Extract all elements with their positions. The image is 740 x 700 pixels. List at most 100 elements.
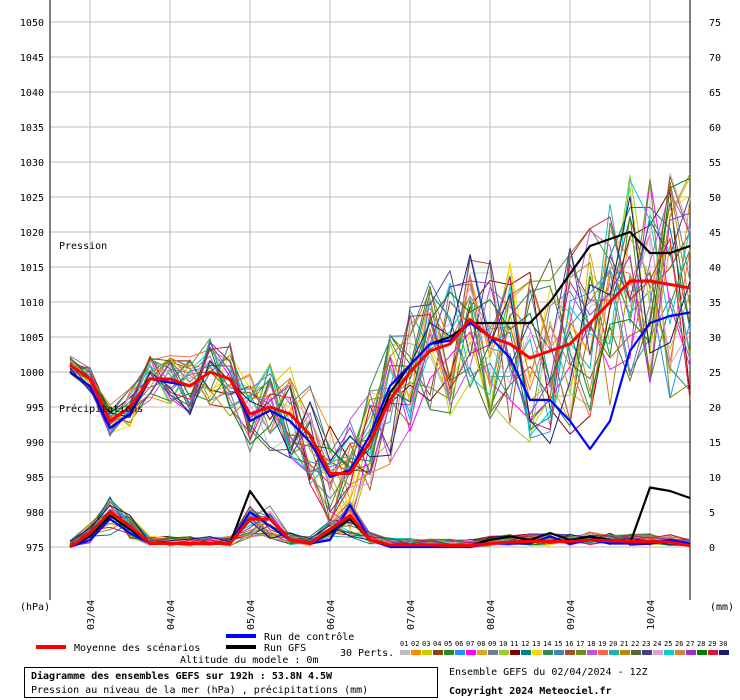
pert-legend-swatch-19 <box>598 650 608 655</box>
pert-pressure-line-21 <box>69 183 691 472</box>
left-tick-label: 1020 <box>20 228 44 239</box>
mean-pressure-line <box>69 279 691 475</box>
left-tick-label: 975 <box>26 543 44 554</box>
pert-legend-swatch-07 <box>466 650 476 655</box>
pert-legend-label-10: 10 <box>499 640 507 648</box>
right-tick-label: 45 <box>709 228 721 239</box>
right-tick-label: 60 <box>709 123 721 134</box>
x-tick-label: 04/04 <box>166 600 177 630</box>
right-tick-label: 75 <box>709 18 721 29</box>
left-tick-label: 995 <box>26 403 44 414</box>
left-unit-label: (hPa) <box>20 602 50 613</box>
left-tick-label: 1050 <box>20 18 44 29</box>
pert-pressure-line-27 <box>69 212 691 474</box>
pert-pressure-line-23 <box>69 194 691 514</box>
chart-subtitle: Pression au niveau de la mer (hPa) , pré… <box>31 685 369 696</box>
pert-legend-label-21: 21 <box>620 640 628 648</box>
pert-legend-swatch-06 <box>455 650 465 655</box>
left-tick-label: 980 <box>26 508 44 519</box>
pert-legend-label-24: 24 <box>653 640 661 648</box>
pert-precip-line-26 <box>69 500 691 547</box>
right-axis-ticks: 0 5 10 15 20 25 30 35 40 45 50 55 60 65 70 75 <box>709 18 721 554</box>
pert-legend-swatch-17 <box>576 650 586 655</box>
x-tick-label: 09/04 <box>566 600 577 630</box>
left-tick-label: 1015 <box>20 263 44 274</box>
x-tick-label: 06/04 <box>326 600 337 630</box>
right-tick-label: 25 <box>709 368 721 379</box>
left-tick-label: 1030 <box>20 158 44 169</box>
left-tick-label: 1040 <box>20 88 44 99</box>
precip-label: Précipitations <box>59 403 143 415</box>
control-pressure-line <box>69 311 691 479</box>
left-tick-label: 1010 <box>20 298 44 309</box>
pert-legend-label-09: 09 <box>488 640 496 648</box>
right-tick-label: 40 <box>709 263 721 274</box>
pert-legend-swatch-11 <box>510 650 520 655</box>
pert-legend-label-16: 16 <box>565 640 573 648</box>
pert-legend-label-01: 01 <box>400 640 408 648</box>
pert-legend-swatch-27 <box>686 650 696 655</box>
pert-legend-swatch-18 <box>587 650 597 655</box>
pert-legend-swatch-13 <box>532 650 542 655</box>
right-tick-label: 5 <box>709 508 715 519</box>
x-tick-label: 03/04 <box>86 600 97 630</box>
pert-legend-swatch-15 <box>554 650 564 655</box>
pert-legend-swatch-20 <box>609 650 619 655</box>
run-info: Ensemble GEFS du 02/04/2024 - 12Z <box>449 667 648 678</box>
pert-legend-swatch-30 <box>719 650 729 655</box>
pert-legend-label-25: 25 <box>664 640 672 648</box>
pert-legend-label-20: 20 <box>609 640 617 648</box>
pert-legend-swatch-14 <box>543 650 553 655</box>
pert-legend-label-19: 19 <box>598 640 606 648</box>
pert-pressure-line-14 <box>69 222 691 525</box>
right-tick-label: 55 <box>709 158 721 169</box>
pressure-label: Pression <box>59 241 107 252</box>
pert-pressure-line-26 <box>69 173 691 486</box>
mean-precip-line <box>69 510 691 549</box>
pert-legend-label-23: 23 <box>642 640 650 648</box>
plot-background <box>50 0 690 600</box>
pert-legend-label-26: 26 <box>675 640 683 648</box>
left-tick-label: 1000 <box>20 368 44 379</box>
right-tick-label: 15 <box>709 438 721 449</box>
pert-legend-label-27: 27 <box>686 640 694 648</box>
pert-legend-label-11: 11 <box>510 640 518 648</box>
x-tick-label: 10/04 <box>646 600 657 630</box>
pert-legend-label-13: 13 <box>532 640 540 648</box>
pert-pressure-line-30 <box>69 196 691 462</box>
left-tick-label: 1005 <box>20 333 44 344</box>
pert-precip-line-23 <box>69 495 691 546</box>
pert-legend-label-02: 02 <box>411 640 419 648</box>
pert-legend-swatch-22 <box>631 650 641 655</box>
pert-legend-label-05: 05 <box>444 640 452 648</box>
right-tick-label: 50 <box>709 193 721 204</box>
right-tick-label: 65 <box>709 88 721 99</box>
info-box: Diagramme des ensembles GEFS sur 192h : … <box>24 667 438 698</box>
pert-legend-swatch-26 <box>675 650 685 655</box>
legend-label-mean: Moyenne des scénarios <box>74 642 200 654</box>
pert-legend-swatch-16 <box>565 650 575 655</box>
left-tick-label: 1035 <box>20 123 44 134</box>
x-tick-label: 08/04 <box>486 600 497 630</box>
main-series-lines <box>69 230 691 549</box>
pert-legend-swatch-12 <box>521 650 531 655</box>
right-tick-label: 30 <box>709 333 721 344</box>
pert-legend-swatch-04 <box>433 650 443 655</box>
pert-legend-swatch-24 <box>653 650 663 655</box>
chart-title: Diagramme des ensembles GEFS sur 192h : … <box>31 671 333 682</box>
model-altitude: Altitude du modele : 0m <box>180 655 318 666</box>
left-tick-label: 1045 <box>20 53 44 64</box>
right-tick-label: 10 <box>709 473 721 484</box>
copyright: Copyright 2024 Meteociel.fr <box>449 686 612 697</box>
pert-legend-swatch-03 <box>422 650 432 655</box>
pert-legend-swatch-01 <box>400 650 410 655</box>
pert-legend-label-28: 28 <box>697 640 705 648</box>
x-tick-label: 05/04 <box>246 600 257 630</box>
left-tick-label: 990 <box>26 438 44 449</box>
pert-pressure-line-19 <box>69 231 691 528</box>
pert-legend-label-07: 07 <box>466 640 474 648</box>
pert-legend-swatch-23 <box>642 650 652 655</box>
right-tick-label: 35 <box>709 298 721 309</box>
pert-legend-label-12: 12 <box>521 640 529 648</box>
pert-legend-label-15: 15 <box>554 640 562 648</box>
